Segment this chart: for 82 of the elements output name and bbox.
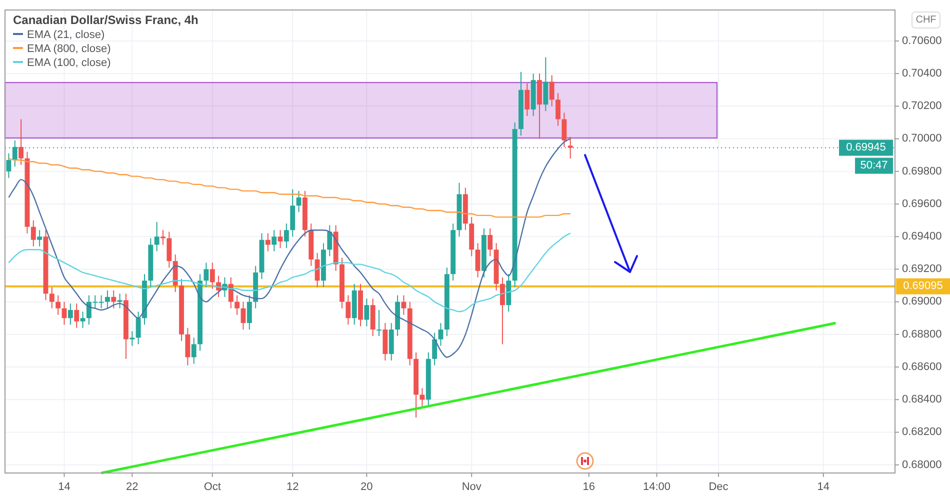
candlestick — [30, 220, 36, 247]
x-tick-label: 14:00 — [642, 481, 671, 493]
candlestick — [556, 92, 560, 126]
y-tick-label: 0.69600 — [902, 198, 942, 210]
candlestick — [104, 290, 110, 309]
y-tick-label: 0.68400 — [902, 394, 942, 406]
candlestick — [56, 294, 61, 316]
legend-label: EMA (100, close) — [27, 57, 111, 69]
candlestick — [228, 276, 234, 309]
y-tick-label: 0.68800 — [902, 328, 942, 340]
candlestick — [49, 286, 54, 309]
candlestick — [246, 294, 252, 330]
candlestick — [130, 330, 135, 346]
candlestick — [475, 242, 480, 278]
legend-label: EMA (800, close) — [27, 43, 111, 55]
candlestick — [6, 152, 12, 178]
candlestick — [166, 231, 172, 268]
x-tick-label: 16 — [582, 481, 595, 493]
chart-title: Canadian Dollar/Swiss Franc, 4h — [13, 13, 198, 27]
ref-line-label: 0.69945 — [846, 142, 886, 154]
x-tick-label: 20 — [360, 481, 373, 493]
candlestick — [549, 74, 554, 107]
line-series — [8, 232, 571, 312]
candlestick — [278, 230, 283, 249]
candlestick — [185, 327, 190, 366]
candlestick — [210, 262, 215, 290]
y-axis-title: CHF — [916, 14, 936, 26]
ref-line-label: 0.69095 — [903, 280, 943, 292]
candlestick — [432, 332, 438, 366]
candlestick — [204, 262, 209, 288]
x-tick-label: Oct — [204, 481, 221, 493]
y-tick-label: 0.70200 — [902, 100, 942, 112]
candlestick — [488, 228, 493, 257]
candlestick — [234, 294, 240, 316]
candlestick — [401, 294, 406, 316]
y-tick-label: 0.69800 — [902, 165, 942, 178]
candlestick — [296, 190, 302, 213]
candlestick — [154, 221, 160, 252]
candlestick — [80, 311, 86, 328]
candlestick — [438, 322, 444, 346]
candlestick — [37, 230, 42, 247]
candlestick — [18, 118, 24, 166]
candlestick — [524, 82, 530, 116]
legend-label: EMA (21, close) — [27, 29, 105, 41]
y-tick-label: 0.68600 — [902, 360, 942, 373]
x-tick-label: Dec — [708, 481, 729, 493]
candlestick — [346, 294, 351, 326]
candlestick — [420, 388, 425, 407]
candlestick — [160, 230, 166, 246]
y-tick-label: 0.70400 — [902, 67, 942, 80]
candlestick — [111, 290, 116, 309]
candlestick — [136, 311, 141, 345]
candlestick — [74, 302, 80, 328]
candlestick — [376, 309, 382, 337]
candlestick — [500, 276, 505, 345]
x-tick-label: 12 — [286, 481, 299, 493]
y-tick-label: 0.70000 — [902, 132, 942, 145]
x-tick-label: 14 — [58, 481, 70, 493]
x-tick-label: 14 — [817, 481, 830, 493]
candlestick — [327, 224, 332, 257]
candlestick — [314, 252, 320, 288]
y-tick-label: 0.68200 — [902, 426, 942, 438]
annotation: 50:47 — [860, 160, 888, 172]
candlestick — [364, 298, 370, 327]
candlestick — [191, 337, 196, 364]
candlestick — [68, 302, 73, 326]
candlestick — [543, 56, 548, 112]
candlestick — [240, 301, 246, 330]
candlestick — [265, 232, 270, 252]
y-tick-label: 0.69200 — [902, 263, 942, 276]
y-tick-label: 0.70600 — [902, 34, 942, 47]
y-tick-label: 0.69000 — [902, 296, 942, 308]
candlestick — [272, 230, 277, 252]
candlestick — [117, 293, 122, 309]
line-series — [8, 138, 571, 358]
x-tick-label: Nov — [462, 481, 482, 493]
x-tick-label: 22 — [126, 481, 138, 493]
candlestick — [568, 136, 573, 160]
y-tick-label: 0.69400 — [902, 230, 942, 243]
candlestick — [562, 112, 567, 148]
candlestick — [284, 223, 289, 249]
y-tick-label: 0.68000 — [902, 458, 942, 471]
